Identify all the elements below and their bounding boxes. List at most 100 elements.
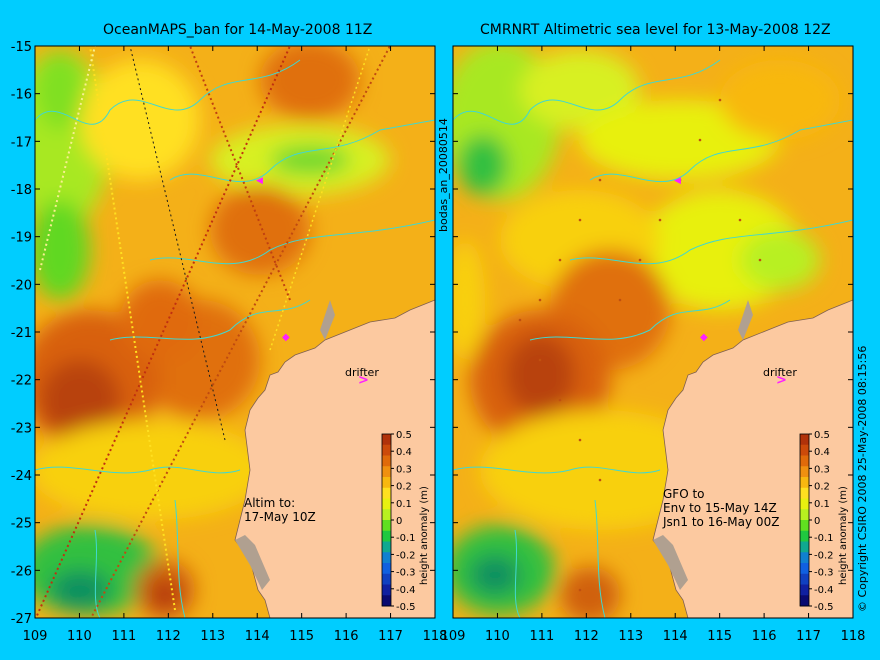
- colorbar-swatch: [382, 509, 391, 521]
- right-drifter-track: ◆: [700, 332, 708, 343]
- lat-tick-label: -26: [11, 564, 32, 579]
- lon-tick-label: 116: [752, 629, 777, 644]
- lon-tick-label: 111: [111, 629, 136, 644]
- colorbar-tick-label: -0.5: [814, 602, 834, 613]
- lat-tick-label: -22: [11, 374, 32, 389]
- lon-tick-label: 115: [707, 629, 732, 644]
- colorbar-tick-label: -0.1: [814, 533, 834, 544]
- colorbar-swatch: [382, 477, 391, 489]
- lon-tick-label: 113: [618, 629, 643, 644]
- colorbar-swatch: [382, 584, 391, 596]
- colorbar-swatch: [382, 595, 391, 607]
- colorbar-tick-label: 0.5: [396, 430, 412, 441]
- lat-tick-label: -17: [11, 135, 32, 150]
- right-panel-title: CMRNRT Altimetric sea level for 13-May-2…: [480, 22, 831, 38]
- colorbar-tick-label: -0.2: [396, 550, 416, 561]
- colorbar-tick-label: -0.4: [396, 585, 416, 596]
- colorbar-swatch: [800, 444, 809, 456]
- lon-tick-label: 109: [441, 629, 466, 644]
- note-line: Altim to:: [244, 496, 295, 510]
- colorbar-swatch: [800, 434, 809, 446]
- colorbar-swatch: [382, 552, 391, 564]
- colorbar-swatch: [800, 487, 809, 499]
- colorbar-swatch: [800, 541, 809, 553]
- colorbar-swatch: [800, 520, 809, 532]
- colorbar-tick-label: 0.3: [814, 464, 830, 475]
- colorbar-swatch: [382, 444, 391, 456]
- lon-tick-label: 116: [334, 629, 359, 644]
- right-drifter-point: ◀: [674, 176, 681, 186]
- lon-tick-label: 114: [245, 629, 270, 644]
- note-line: GFO to: [663, 487, 705, 501]
- lat-tick-label: -18: [11, 183, 32, 198]
- lon-tick-label: 117: [796, 629, 821, 644]
- colorbar-tick-label: 0: [396, 516, 402, 527]
- right-drifter-label: drifter: [763, 366, 797, 379]
- colorbar-tick-label: 0.1: [396, 499, 412, 510]
- right-anomaly-field: [453, 46, 840, 618]
- left-coast-shading: [235, 300, 335, 590]
- lon-tick-label: 110: [485, 629, 510, 644]
- colorbar-swatch: [800, 477, 809, 489]
- lat-tick-label: -27: [11, 612, 32, 627]
- left-altimeter-tracks: [35, 46, 391, 618]
- left-bathymetry-contours: [35, 59, 435, 618]
- colorbar-tick-label: 0.3: [396, 464, 412, 475]
- colorbar-swatch: [800, 563, 809, 575]
- right-altim-note: GFO to Env to 15-May 14Z Jsn1 to 16-May 00…: [662, 487, 779, 529]
- right-drifter-marker: >: [776, 373, 787, 388]
- lon-tick-label: 110: [67, 629, 92, 644]
- colorbar-tick-label: -0.3: [396, 568, 416, 579]
- lon-tick-label: 114: [663, 629, 688, 644]
- colorbar-label-left: height anomaly (m): [419, 486, 430, 585]
- lon-tick-label: 118: [841, 629, 866, 644]
- colorbar-swatch: [800, 498, 809, 510]
- colorbar-swatch: [800, 573, 809, 585]
- colorbar-tick-label: -0.1: [396, 533, 416, 544]
- colorbar-swatch: [382, 466, 391, 478]
- lon-tick-label: 112: [156, 629, 181, 644]
- left-drifter-track: ◆: [282, 332, 290, 343]
- left-anomaly-field: [35, 46, 390, 618]
- colorbar-swatch: [800, 584, 809, 596]
- lon-tick-label: 112: [574, 629, 599, 644]
- colorbar-swatch: [382, 487, 391, 499]
- colorbar-swatch: [800, 595, 809, 607]
- lat-tick-label: -16: [11, 88, 32, 103]
- colorbar-tick-label: 0.2: [396, 482, 412, 493]
- colorbar-tick-label: -0.2: [814, 550, 834, 561]
- lat-tick-label: -20: [11, 278, 32, 293]
- lon-tick-label: 115: [289, 629, 314, 644]
- right-bathymetry-contours: [453, 59, 853, 618]
- colorbar-tick-label: -0.3: [814, 568, 834, 579]
- lat-tick-label: -19: [11, 231, 32, 246]
- note-line: Jsn1 to 16-May 00Z: [662, 515, 779, 529]
- colorbar-swatch: [800, 509, 809, 521]
- colorbar-swatch: [800, 466, 809, 478]
- note-line: 17-May 10Z: [244, 510, 316, 524]
- left-drifter-marker: >: [358, 373, 369, 388]
- colorbar-swatch: [382, 520, 391, 532]
- note-line: Env to 15-May 14Z: [663, 501, 777, 515]
- copyright-label: © Copyright CSIRO 2008 25-May-2008 08:15…: [856, 345, 869, 612]
- right-coast-shading: [653, 300, 753, 590]
- left-panel-title: OceanMAPS_ban for 14-May-2008 11Z: [103, 22, 373, 38]
- colorbar-tick-label: 0.2: [814, 482, 830, 493]
- colorbar-tick-label: 0.5: [814, 430, 830, 441]
- right-map-panel: drifter > ◆ ◀ GFO to Env to 15-May 14Z Jsn…: [453, 46, 853, 618]
- lat-tick-label: -25: [11, 517, 32, 532]
- run-id-label: bodas_an_20080514: [437, 118, 450, 232]
- lat-tick-label: -21: [11, 326, 32, 341]
- colorbar-swatch: [382, 563, 391, 575]
- right-axes: 109 110 111 112 113 114 115 116 117 118: [441, 45, 866, 644]
- lon-tick-label: 111: [529, 629, 554, 644]
- left-axes: -15 -16 -17 -18 -19 -20 -21 -22 -23 -24 -25 -26 -27 1…: [11, 40, 448, 644]
- left-drifter-point: ◀: [256, 176, 263, 186]
- colorbar-swatch: [800, 552, 809, 564]
- lat-tick-label: -15: [11, 40, 32, 55]
- colorbar-swatch: [382, 541, 391, 553]
- colorbar-swatch: [382, 455, 391, 467]
- colorbar-swatch: [382, 530, 391, 542]
- colorbar-label-right: height anomaly (m): [838, 486, 849, 585]
- colorbar-swatch: [382, 434, 391, 446]
